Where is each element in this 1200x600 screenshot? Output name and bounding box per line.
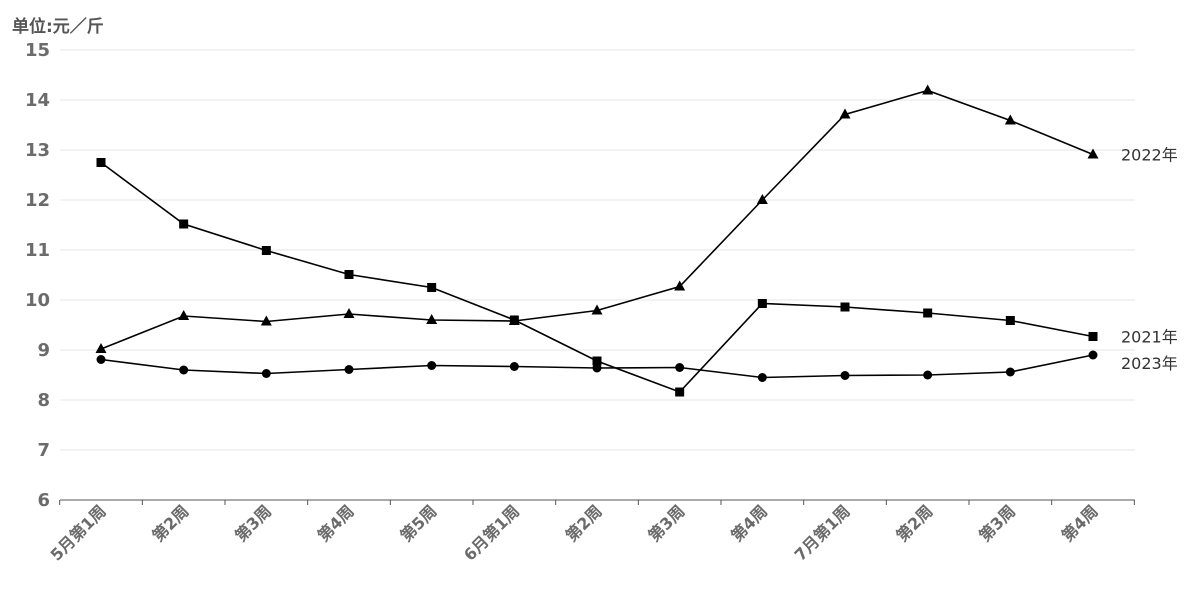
data-point [178,310,190,320]
x-tick-label: 7月第1周 [791,501,854,564]
y-tick-label: 12 [25,190,50,211]
data-point [592,356,602,366]
y-tick-label: 7 [37,440,50,461]
data-point [427,283,437,292]
x-tick-label: 6月第1周 [460,501,523,564]
data-point [509,362,519,371]
data-point [96,355,106,364]
y-tick-label: 9 [37,340,50,361]
x-axis [59,499,1135,505]
data-point [674,280,686,291]
data-point [756,194,768,204]
series-triangle [95,84,1099,353]
x-tick-label: 第3周 [645,501,689,545]
x-tick-label: 第3周 [231,501,275,545]
y-tick-label: 11 [25,240,50,261]
x-tick-label: 第4周 [727,501,771,545]
data-point [675,387,685,397]
series-label: 2022年 [1121,146,1178,165]
x-tick-label: 第4周 [1058,501,1102,545]
data-point [923,308,933,318]
data-point [509,315,519,325]
data-point [840,302,850,312]
data-point [261,246,271,255]
data-point [1088,350,1098,360]
data-point [1005,316,1015,325]
data-point [179,365,189,375]
x-tick-label: 第4周 [314,501,358,545]
series-group [95,84,1099,397]
data-point [591,304,603,315]
data-point [840,371,850,380]
x-tick-label: 5月第1周 [47,501,110,564]
data-point [427,361,437,370]
series-labels: 2022年 2021年 2023年 [1121,146,1178,374]
data-point [592,363,602,373]
data-point [922,84,934,95]
data-point [344,270,354,279]
y-tick-label: 8 [37,390,50,411]
y-tick-label: 6 [37,490,50,511]
x-tick-label: 第5周 [397,501,441,545]
series-label: 2021年 [1121,328,1178,347]
data-point [1087,148,1099,159]
data-point [179,219,189,229]
data-point [1004,114,1016,125]
data-point [261,369,271,378]
x-tick-label: 第2周 [149,501,193,545]
x-tick-label: 第2周 [893,501,937,545]
data-point [95,343,107,353]
x-axis-ticks: 5月第1周 第2周 第3周 第4周 第5周 6月第1周 第2周 第3周 第4周 7月第1周 第2周第… [47,501,1102,564]
data-point [96,158,106,167]
y-tick-label: 15 [25,40,50,61]
series-circle [96,350,1098,382]
data-point [675,363,685,372]
data-point [757,373,767,382]
data-point [426,314,438,324]
x-tick-label: 第3周 [975,501,1019,545]
y-tick-label: 14 [25,90,50,111]
y-axis-unit-label: 单位:元／斤 [12,16,104,37]
data-point [923,370,933,380]
data-point [1088,332,1098,341]
y-tick-label: 10 [25,290,50,311]
data-point [260,315,272,326]
series-label: 2023年 [1121,354,1178,373]
data-point [344,365,354,374]
grid-lines [60,49,1135,451]
x-tick-label: 第2周 [562,501,606,545]
data-point [839,108,851,119]
data-point [757,299,767,308]
y-axis-ticks: 6 7 8 9 10 11 12 13 14 15 [25,40,50,511]
y-tick-label: 13 [25,140,50,161]
data-point [1005,367,1015,377]
data-point [343,308,355,318]
series-square [96,158,1098,397]
